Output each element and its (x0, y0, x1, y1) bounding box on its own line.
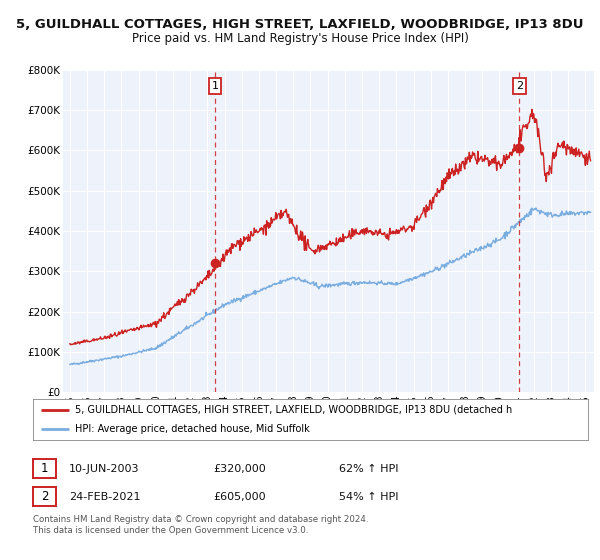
Text: HPI: Average price, detached house, Mid Suffolk: HPI: Average price, detached house, Mid … (74, 424, 310, 434)
Text: £320,000: £320,000 (213, 464, 266, 474)
Text: Price paid vs. HM Land Registry's House Price Index (HPI): Price paid vs. HM Land Registry's House … (131, 32, 469, 45)
Text: This data is licensed under the Open Government Licence v3.0.: This data is licensed under the Open Gov… (33, 526, 308, 535)
Text: 24-FEB-2021: 24-FEB-2021 (69, 492, 140, 502)
Text: £605,000: £605,000 (213, 492, 266, 502)
Text: 1: 1 (211, 81, 218, 91)
Text: 5, GUILDHALL COTTAGES, HIGH STREET, LAXFIELD, WOODBRIDGE, IP13 8DU (detached h: 5, GUILDHALL COTTAGES, HIGH STREET, LAXF… (74, 405, 512, 415)
Text: 62% ↑ HPI: 62% ↑ HPI (339, 464, 398, 474)
Text: 5, GUILDHALL COTTAGES, HIGH STREET, LAXFIELD, WOODBRIDGE, IP13 8DU: 5, GUILDHALL COTTAGES, HIGH STREET, LAXF… (16, 18, 584, 31)
Text: 1: 1 (41, 462, 48, 475)
Text: 2: 2 (41, 490, 48, 503)
Text: Contains HM Land Registry data © Crown copyright and database right 2024.: Contains HM Land Registry data © Crown c… (33, 515, 368, 524)
Text: 54% ↑ HPI: 54% ↑ HPI (339, 492, 398, 502)
Text: 10-JUN-2003: 10-JUN-2003 (69, 464, 139, 474)
Text: 2: 2 (515, 81, 523, 91)
